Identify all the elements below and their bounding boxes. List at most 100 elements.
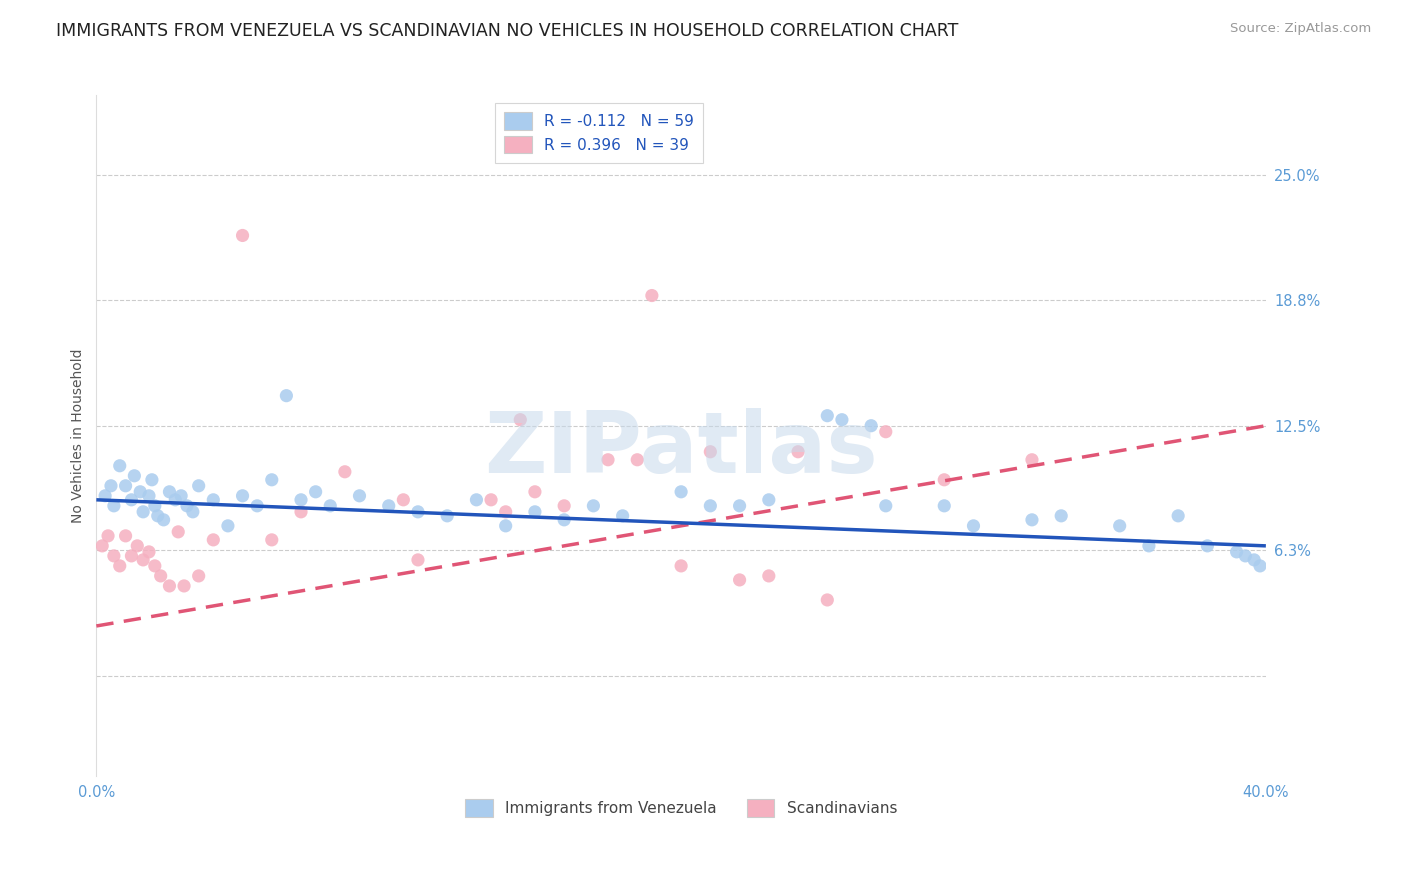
Point: [94, 489, 117, 503]
Point: [1050, 508, 1073, 523]
Point: [176, 499, 198, 513]
Point: [875, 499, 897, 513]
Point: [149, 569, 172, 583]
Text: IMMIGRANTS FROM VENEZUELA VS SCANDINAVIAN NO VEHICLES IN HOUSEHOLD CORRELATION C: IMMIGRANTS FROM VENEZUELA VS SCANDINAVIA…: [56, 22, 959, 40]
Point: [626, 452, 648, 467]
Point: [553, 513, 575, 527]
Point: [1167, 508, 1189, 523]
Point: [114, 529, 136, 543]
Point: [596, 452, 619, 467]
Point: [304, 484, 326, 499]
Point: [1197, 539, 1219, 553]
Point: [669, 558, 692, 573]
Point: [138, 489, 160, 503]
Point: [103, 499, 125, 513]
Point: [1243, 553, 1265, 567]
Point: [159, 484, 181, 499]
Point: [108, 558, 131, 573]
Point: [787, 444, 810, 458]
Point: [1226, 545, 1249, 559]
Point: [132, 553, 155, 567]
Point: [108, 458, 131, 473]
Point: [260, 473, 283, 487]
Text: Source: ZipAtlas.com: Source: ZipAtlas.com: [1230, 22, 1371, 36]
Point: [758, 569, 780, 583]
Point: [187, 569, 209, 583]
Point: [509, 413, 531, 427]
Point: [181, 505, 204, 519]
Point: [860, 418, 883, 433]
Point: [246, 499, 269, 513]
Point: [815, 593, 838, 607]
Point: [728, 499, 751, 513]
Point: [1021, 513, 1043, 527]
Point: [290, 492, 312, 507]
Point: [124, 468, 146, 483]
Point: [436, 508, 458, 523]
Point: [1108, 519, 1130, 533]
Point: [114, 479, 136, 493]
Point: [91, 539, 114, 553]
Point: [159, 579, 181, 593]
Point: [758, 492, 780, 507]
Point: [392, 492, 415, 507]
Point: [165, 492, 187, 507]
Point: [1249, 558, 1271, 573]
Point: [495, 505, 517, 519]
Point: [260, 533, 283, 547]
Point: [333, 465, 356, 479]
Point: [831, 413, 853, 427]
Point: [377, 499, 399, 513]
Point: [132, 505, 155, 519]
Point: [167, 524, 190, 539]
Point: [141, 473, 163, 487]
Point: [146, 508, 169, 523]
Point: [349, 489, 371, 503]
Point: [202, 492, 225, 507]
Point: [523, 484, 546, 499]
Point: [138, 545, 160, 559]
Point: [290, 505, 312, 519]
Point: [97, 529, 120, 543]
Text: ZIPatlas: ZIPatlas: [484, 408, 877, 491]
Point: [1234, 549, 1257, 563]
Legend: Immigrants from Venezuela, Scandinavians: Immigrants from Venezuela, Scandinavians: [458, 793, 903, 823]
Point: [962, 519, 984, 533]
Point: [641, 288, 664, 302]
Point: [127, 539, 149, 553]
Point: [934, 499, 956, 513]
Point: [100, 479, 122, 493]
Point: [479, 492, 502, 507]
Point: [1137, 539, 1160, 553]
Point: [406, 505, 429, 519]
Point: [582, 499, 605, 513]
Point: [934, 473, 956, 487]
Point: [699, 499, 721, 513]
Point: [699, 444, 721, 458]
Point: [465, 492, 488, 507]
Point: [187, 479, 209, 493]
Point: [669, 484, 692, 499]
Point: [523, 505, 546, 519]
Point: [170, 489, 193, 503]
Point: [173, 579, 195, 593]
Point: [1021, 452, 1043, 467]
Point: [129, 484, 152, 499]
Point: [152, 513, 174, 527]
Point: [202, 533, 225, 547]
Point: [612, 508, 634, 523]
Point: [232, 489, 254, 503]
Point: [495, 519, 517, 533]
Point: [406, 553, 429, 567]
Point: [120, 549, 142, 563]
Point: [217, 519, 239, 533]
Point: [553, 499, 575, 513]
Point: [815, 409, 838, 423]
Y-axis label: No Vehicles in Household: No Vehicles in Household: [72, 349, 86, 523]
Point: [728, 573, 751, 587]
Point: [103, 549, 125, 563]
Point: [276, 389, 298, 403]
Point: [143, 499, 166, 513]
Point: [319, 499, 342, 513]
Point: [875, 425, 897, 439]
